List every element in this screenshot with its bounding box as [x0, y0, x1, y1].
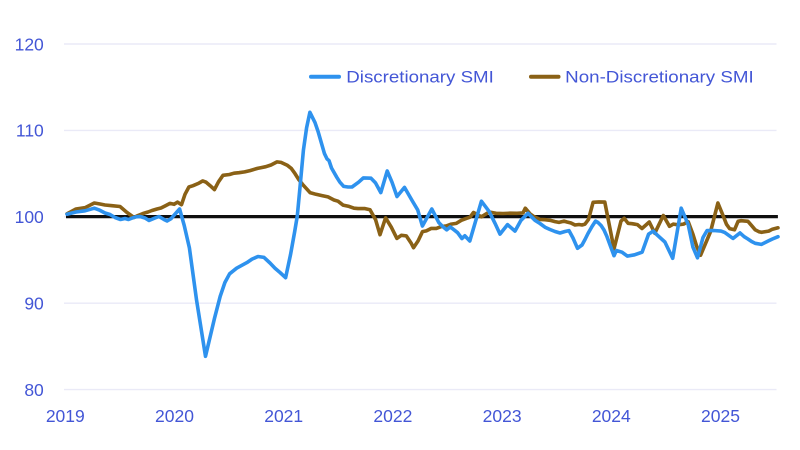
svg-text:80: 80	[24, 380, 44, 400]
svg-text:2023: 2023	[483, 406, 522, 426]
svg-text:2019: 2019	[46, 406, 85, 426]
svg-text:2021: 2021	[264, 406, 303, 426]
svg-text:2020: 2020	[155, 406, 194, 426]
svg-text:2022: 2022	[373, 406, 412, 426]
svg-text:100: 100	[15, 207, 44, 227]
svg-text:Non-Discretionary SMI: Non-Discretionary SMI	[565, 68, 754, 87]
svg-text:Discretionary SMI: Discretionary SMI	[346, 68, 494, 87]
svg-text:90: 90	[24, 294, 44, 314]
svg-text:2024: 2024	[592, 406, 631, 426]
svg-text:110: 110	[16, 121, 44, 141]
svg-text:120: 120	[15, 34, 44, 54]
svg-text:2025: 2025	[701, 406, 740, 426]
